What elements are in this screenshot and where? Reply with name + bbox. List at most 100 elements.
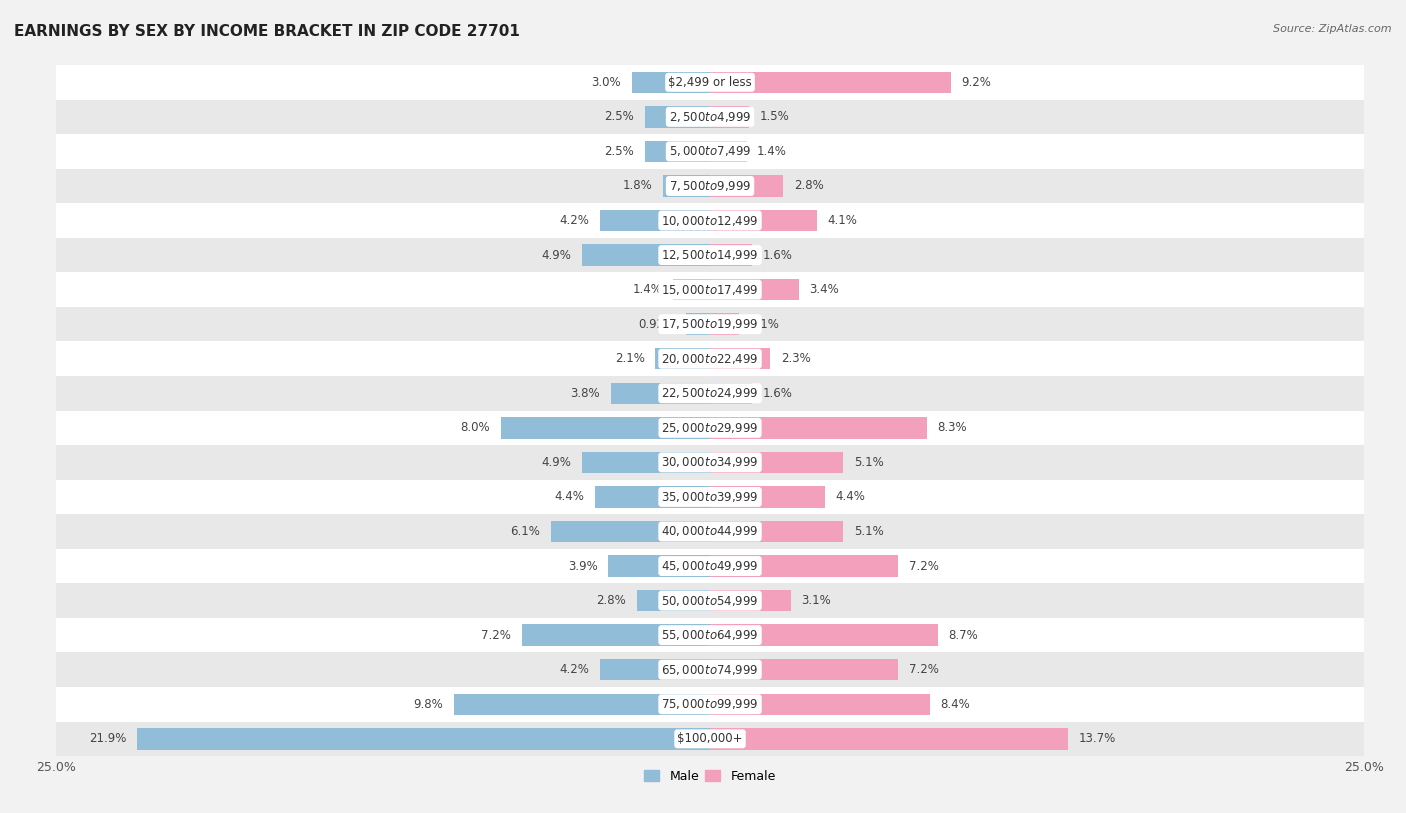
Bar <box>673 279 710 300</box>
Text: $55,000 to $64,999: $55,000 to $64,999 <box>661 628 759 642</box>
Text: 13.7%: 13.7% <box>1078 733 1116 746</box>
Bar <box>56 722 1364 756</box>
Text: 1.1%: 1.1% <box>749 318 779 331</box>
Bar <box>56 376 1364 411</box>
Bar <box>637 590 710 611</box>
Bar <box>710 176 783 197</box>
Bar <box>501 417 710 438</box>
Text: $22,500 to $24,999: $22,500 to $24,999 <box>661 386 759 400</box>
Bar <box>56 65 1364 99</box>
Bar <box>56 411 1364 445</box>
Bar <box>56 134 1364 168</box>
Bar <box>710 245 752 266</box>
Bar <box>582 452 710 473</box>
Text: 1.5%: 1.5% <box>759 111 789 124</box>
Text: 2.1%: 2.1% <box>614 352 644 365</box>
Text: $75,000 to $99,999: $75,000 to $99,999 <box>661 698 759 711</box>
Text: $40,000 to $44,999: $40,000 to $44,999 <box>661 524 759 538</box>
Text: 2.8%: 2.8% <box>596 594 626 607</box>
Bar <box>631 72 710 93</box>
Text: 2.8%: 2.8% <box>794 180 824 193</box>
Text: EARNINGS BY SEX BY INCOME BRACKET IN ZIP CODE 27701: EARNINGS BY SEX BY INCOME BRACKET IN ZIP… <box>14 24 520 39</box>
Text: 3.8%: 3.8% <box>571 387 600 400</box>
Bar <box>56 237 1364 272</box>
Bar <box>710 452 844 473</box>
Text: 9.8%: 9.8% <box>413 698 443 711</box>
Bar <box>710 521 844 542</box>
Text: 1.8%: 1.8% <box>623 180 652 193</box>
Bar <box>710 590 792 611</box>
Text: 1.6%: 1.6% <box>762 387 792 400</box>
Bar <box>56 687 1364 722</box>
Bar <box>644 107 710 128</box>
Text: 7.2%: 7.2% <box>908 559 939 572</box>
Text: 4.9%: 4.9% <box>541 249 571 262</box>
Bar <box>138 728 710 750</box>
Bar <box>56 272 1364 307</box>
Text: 4.9%: 4.9% <box>541 456 571 469</box>
Bar <box>655 348 710 369</box>
Bar <box>710 279 799 300</box>
Bar <box>551 521 710 542</box>
Bar <box>56 445 1364 480</box>
Text: $7,500 to $9,999: $7,500 to $9,999 <box>669 179 751 193</box>
Text: $2,499 or less: $2,499 or less <box>668 76 752 89</box>
Text: $20,000 to $22,499: $20,000 to $22,499 <box>661 352 759 366</box>
Bar <box>710 555 898 576</box>
Text: 9.2%: 9.2% <box>962 76 991 89</box>
Bar <box>56 652 1364 687</box>
Text: $15,000 to $17,499: $15,000 to $17,499 <box>661 283 759 297</box>
Bar <box>710 141 747 162</box>
Text: $25,000 to $29,999: $25,000 to $29,999 <box>661 421 759 435</box>
Bar <box>686 314 710 335</box>
Text: 5.1%: 5.1% <box>853 525 883 538</box>
Text: 8.0%: 8.0% <box>461 421 491 434</box>
Text: $30,000 to $34,999: $30,000 to $34,999 <box>661 455 759 469</box>
Text: 1.4%: 1.4% <box>756 145 787 158</box>
Text: 8.3%: 8.3% <box>938 421 967 434</box>
Bar <box>610 383 710 404</box>
Legend: Male, Female: Male, Female <box>640 765 780 788</box>
Bar <box>56 583 1364 618</box>
Text: 4.1%: 4.1% <box>828 214 858 227</box>
Bar <box>664 176 710 197</box>
Text: 3.9%: 3.9% <box>568 559 598 572</box>
Bar <box>600 210 710 231</box>
Text: 21.9%: 21.9% <box>90 733 127 746</box>
Text: 7.2%: 7.2% <box>908 663 939 676</box>
Text: 3.1%: 3.1% <box>801 594 831 607</box>
Bar <box>56 203 1364 237</box>
Bar <box>607 555 710 576</box>
Text: $2,500 to $4,999: $2,500 to $4,999 <box>669 110 751 124</box>
Text: $65,000 to $74,999: $65,000 to $74,999 <box>661 663 759 676</box>
Text: 4.4%: 4.4% <box>835 490 866 503</box>
Bar <box>710 348 770 369</box>
Bar <box>710 659 898 680</box>
Bar <box>644 141 710 162</box>
Text: Source: ZipAtlas.com: Source: ZipAtlas.com <box>1274 24 1392 34</box>
Text: 4.2%: 4.2% <box>560 663 589 676</box>
Bar <box>710 624 938 646</box>
Bar <box>56 99 1364 134</box>
Bar <box>710 728 1069 750</box>
Text: 3.0%: 3.0% <box>592 76 621 89</box>
Text: $12,500 to $14,999: $12,500 to $14,999 <box>661 248 759 262</box>
Text: $10,000 to $12,499: $10,000 to $12,499 <box>661 214 759 228</box>
Text: 6.1%: 6.1% <box>510 525 540 538</box>
Bar <box>595 486 710 507</box>
Text: 2.5%: 2.5% <box>605 111 634 124</box>
Bar <box>710 693 929 715</box>
Bar <box>710 417 927 438</box>
Text: 5.1%: 5.1% <box>853 456 883 469</box>
Bar <box>454 693 710 715</box>
Text: 8.7%: 8.7% <box>948 628 977 641</box>
Text: 4.4%: 4.4% <box>554 490 585 503</box>
Bar <box>710 486 825 507</box>
Text: $45,000 to $49,999: $45,000 to $49,999 <box>661 559 759 573</box>
Bar <box>710 72 950 93</box>
Text: $5,000 to $7,499: $5,000 to $7,499 <box>669 145 751 159</box>
Bar <box>522 624 710 646</box>
Bar <box>710 107 749 128</box>
Bar <box>710 314 738 335</box>
Bar <box>710 210 817 231</box>
